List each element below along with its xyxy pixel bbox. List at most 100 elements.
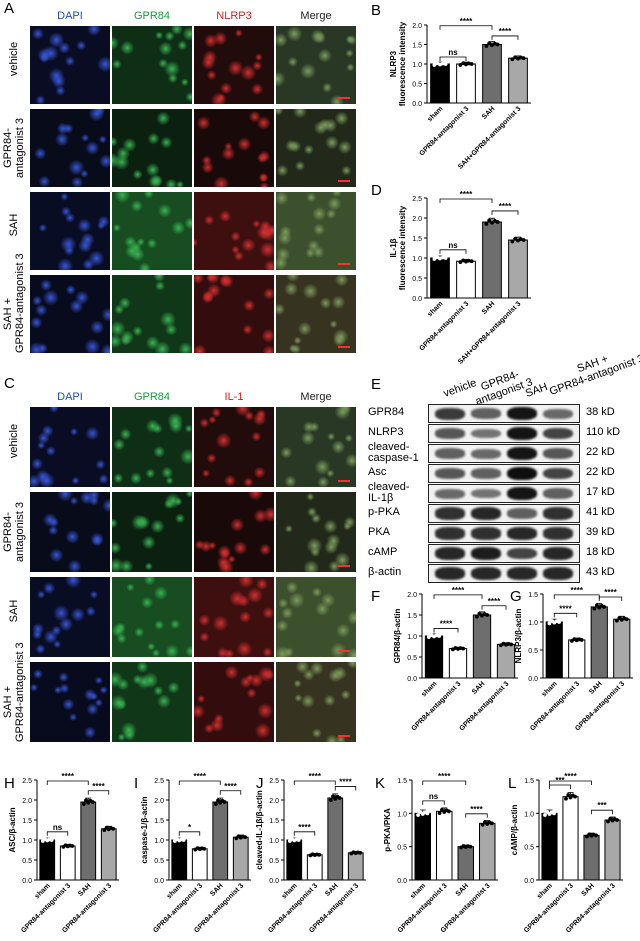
data-point: [518, 55, 523, 60]
significance-label: ****: [92, 782, 105, 791]
bar-1: [306, 854, 323, 881]
y-tick-label: 0.5: [524, 845, 534, 852]
micrograph-tile: [112, 275, 192, 353]
protein-label: p-PKA: [368, 506, 400, 518]
bar-3: [508, 57, 528, 104]
protein-band: [435, 527, 465, 540]
y-tick-label: 1.0: [22, 838, 32, 845]
bar-0: [286, 839, 303, 881]
blot-strip: [428, 564, 580, 583]
protein-band: [507, 466, 537, 481]
significance-bracket: [439, 249, 467, 254]
significance-bracket: [87, 790, 110, 795]
y-tick-label: 2.5: [154, 778, 164, 785]
data-point: [516, 238, 520, 243]
data-point: [547, 621, 552, 626]
data-point: [594, 603, 599, 608]
data-point: [351, 850, 356, 855]
significance-label: ****: [224, 782, 237, 791]
data-point: [622, 616, 627, 621]
x-tick-label: SAH: [77, 882, 92, 897]
data-point: [461, 646, 466, 651]
data-point: [241, 834, 245, 839]
data-point: [513, 55, 518, 60]
data-point: [574, 638, 579, 643]
molecular-weight-label: 41 kD: [586, 506, 615, 518]
scale-bar: [338, 480, 350, 482]
data-point: [287, 839, 292, 843]
data-point: [568, 795, 573, 800]
x-tick-label: GPR84-antagonist 3: [529, 680, 581, 732]
micrograph-tile: [276, 275, 356, 353]
x-tick-label: sham: [409, 882, 427, 900]
data-point: [469, 259, 474, 264]
protein-band: [543, 488, 573, 499]
bar-3: [347, 852, 364, 881]
column-header-dapi: DAPI: [57, 10, 83, 22]
y-tick-label: 1.0: [154, 838, 164, 845]
data-point: [513, 236, 518, 241]
data-point: [296, 838, 301, 842]
data-point: [614, 618, 619, 623]
panel-letter-b: B: [371, 2, 381, 19]
y-tick-label: 2.5: [22, 778, 32, 785]
data-point: [234, 836, 239, 841]
x-tick-label: SAH: [481, 105, 496, 120]
data-point: [570, 793, 575, 798]
bar-3: [232, 836, 249, 881]
data-point: [458, 260, 463, 265]
data-point: [356, 850, 360, 855]
y-tick-label: 0.0: [524, 878, 534, 885]
data-point: [358, 850, 363, 855]
significance-bracket: [491, 35, 519, 40]
bar-1: [448, 648, 468, 679]
data-point: [213, 802, 218, 806]
significance-label: ****: [499, 202, 512, 211]
data-point: [587, 832, 592, 837]
significance-bracket: [439, 198, 493, 203]
significance-bracket: [422, 780, 467, 785]
data-point: [487, 820, 492, 825]
micrograph-tile: [112, 192, 192, 270]
column-header-merge: Merge: [300, 10, 332, 22]
data-point: [474, 614, 479, 619]
micrograph-tile: [30, 192, 110, 270]
x-tick-label: SAH: [324, 882, 339, 897]
x-tick-label: GPR84-antagonist 3: [418, 105, 470, 157]
panel-e-western-blot: vehicle GPR84- antagonist 3 SAH SAH + GPR84…: [366, 353, 640, 590]
data-point: [81, 802, 86, 806]
protein-band: [543, 567, 573, 580]
x-tick-label: GPR84-antagonist 3: [308, 882, 360, 934]
data-point: [429, 633, 434, 638]
x-tick-label: sham: [427, 105, 445, 123]
significance-bracket: [465, 813, 488, 818]
protein-band: [435, 428, 465, 439]
significance-bracket: [553, 612, 578, 618]
data-point: [423, 810, 428, 815]
protein-band: [471, 488, 501, 499]
x-tick-label: GPR84-antagonist 3: [574, 680, 626, 732]
bar-1: [456, 260, 476, 299]
x-tick-label: SAH: [481, 300, 496, 315]
data-point: [464, 62, 468, 67]
row-label: SAH: [8, 213, 20, 237]
blot-strip: [428, 424, 580, 443]
significance-label: ****: [488, 597, 501, 606]
y-tick-label: 1.5: [412, 236, 422, 243]
micrograph-tile: [112, 26, 192, 104]
protein-band: [471, 408, 501, 419]
significance-bracket: [439, 25, 493, 30]
data-point: [521, 238, 526, 242]
y-tick-label: 0.5: [154, 858, 164, 865]
x-tick-label: SAH+GPR84-antagonist 3: [457, 105, 522, 170]
protein-band: [543, 467, 573, 480]
data-point: [461, 258, 466, 263]
panel-letter-i: I: [134, 775, 138, 792]
significance-label: ns: [429, 792, 439, 801]
x-tick-label: sham: [536, 882, 554, 900]
y-tick-label: 1.0: [269, 838, 279, 845]
micrograph-tile: [112, 407, 192, 487]
data-point: [292, 838, 297, 843]
data-point: [521, 56, 526, 61]
molecular-weight-label: 22 kD: [586, 446, 615, 458]
